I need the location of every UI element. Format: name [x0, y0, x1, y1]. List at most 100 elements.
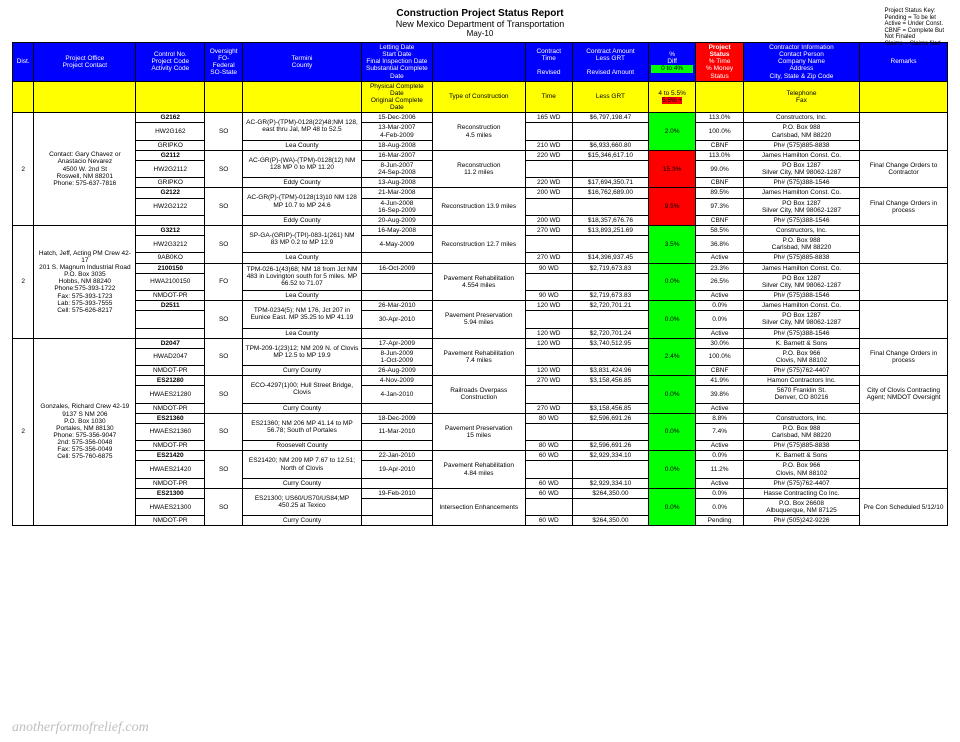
- status: Active: [696, 478, 743, 488]
- contractor-addr: PO Box 1287Silver City, NM 98062-1287: [743, 311, 859, 328]
- control-no: D2047: [136, 338, 205, 348]
- revised-amount: $2,720,701.24: [572, 328, 648, 338]
- contract-time: 220 WD: [525, 150, 572, 160]
- control-no: G2162: [136, 113, 205, 123]
- county: Lea County: [243, 290, 362, 300]
- contract-amount: $3,158,456.85: [572, 376, 648, 386]
- revised-amt-blank: [572, 423, 648, 440]
- subst-complete-date: 13-Aug-2008: [361, 178, 432, 188]
- termini: ECO-4297(1)00; Hull Street Bridge, Clovi…: [243, 376, 362, 403]
- oversight: SO: [205, 113, 243, 151]
- project-row: ES21420 SO ES21420; NM 209 MP 7.67 to 12…: [13, 451, 948, 461]
- hdr-col-0: Dist.: [13, 43, 34, 82]
- remarks: [860, 263, 948, 301]
- hdr-col-6: [432, 43, 525, 82]
- revised-amt-blank: [572, 499, 648, 516]
- letting-date: 16-May-2008: [361, 225, 432, 235]
- pct-diff: 9.5%: [648, 188, 695, 226]
- pct-money: 0.0%: [696, 499, 743, 516]
- contract-time: 270 WD: [525, 376, 572, 386]
- status: CBNF: [696, 366, 743, 376]
- activity-code: GRIPKO: [136, 178, 205, 188]
- revised-amt-blank: [572, 236, 648, 253]
- project-row: 2Contact: Gary Chavez or Anastacio Nevar…: [13, 113, 948, 123]
- project-code: HWAD2047: [136, 348, 205, 365]
- revised-amt-blank: [572, 123, 648, 140]
- contractor-addr: PO Box 1287Silver City, NM 98062-1287: [743, 273, 859, 290]
- contract-amount: $264,350.00: [572, 488, 648, 498]
- project-code: HWAES21300: [136, 499, 205, 516]
- title-main: Construction Project Status Report: [12, 8, 948, 19]
- letting-date: 17-Apr-2009: [361, 338, 432, 348]
- termini: ES21360; NM 206 MP 41.14 to MP 56.78; So…: [243, 413, 362, 440]
- hdr2-col-9: 4 to 5.5%5.5% +: [648, 81, 695, 113]
- status: Active: [696, 441, 743, 451]
- control-no: ES21280: [136, 376, 205, 386]
- pct-diff: 0.0%: [648, 451, 695, 489]
- activity-code: NMDOT-PR: [136, 290, 205, 300]
- revised-time: 220 WD: [525, 178, 572, 188]
- contract-time: 120 WD: [525, 301, 572, 311]
- remarks: [860, 301, 948, 339]
- subst-complete-date: 18-Aug-2008: [361, 140, 432, 150]
- status: Active: [696, 328, 743, 338]
- revised-time: 120 WD: [525, 328, 572, 338]
- hdr-col-4: TerminiCounty: [243, 43, 362, 82]
- subst-complete-date: [361, 403, 432, 413]
- hdr2-col-7: Time: [525, 81, 572, 113]
- activity-code: NMDOT-PR: [136, 403, 205, 413]
- county: Eddy County: [243, 215, 362, 225]
- contractor-phone: Ph# (575)388-1546: [743, 328, 859, 338]
- project-row: ES21360 SO ES21360; NM 206 MP 41.14 to M…: [13, 413, 948, 423]
- contractor-addr: PO Box 1287Silver City, NM 98062-1287: [743, 198, 859, 215]
- oversight: SO: [205, 301, 243, 339]
- project-row: 2100150 FO TPM-026-1(43)68; NM 18 from J…: [13, 263, 948, 273]
- pct-money: 97.3%: [696, 198, 743, 215]
- control-no: D2511: [136, 301, 205, 311]
- start-date: [361, 273, 432, 290]
- hdr2-col-6: Type of Construction: [432, 81, 525, 113]
- contractor-phone: [743, 403, 859, 413]
- revised-amount: $2,596,691.26: [572, 441, 648, 451]
- hdr-col-1: Project OfficeProject Contact: [34, 43, 136, 82]
- start-date: [361, 499, 432, 516]
- revised-time-blank: [525, 198, 572, 215]
- revised-amount: $3,831,424.96: [572, 366, 648, 376]
- control-no: ES21360: [136, 413, 205, 423]
- letting-date: 16-Oct-2009: [361, 263, 432, 273]
- oversight: SO: [205, 413, 243, 451]
- hdr-col-2: Control No.Project CodeActivity Code: [136, 43, 205, 82]
- pct-time: 23.3%: [696, 263, 743, 273]
- construction-type: Pavement Rehabilitation4.84 miles: [432, 451, 525, 489]
- letting-date: 26-Mar-2010: [361, 301, 432, 311]
- pct-money: 26.5%: [696, 273, 743, 290]
- oversight: SO: [205, 488, 243, 526]
- revised-time-blank: [525, 311, 572, 328]
- hdr-col-7: ContractTimeRevised: [525, 43, 572, 82]
- oversight: SO: [205, 376, 243, 414]
- contractor-phone: Ph# (575)388-1546: [743, 178, 859, 188]
- dist-cell: 2: [13, 338, 34, 526]
- revised-amount: $2,719,673.83: [572, 290, 648, 300]
- contact-cell: Hatch, Jeff, Acting PM Crew 42-17201 S. …: [34, 225, 136, 338]
- revised-amt-blank: [572, 273, 648, 290]
- project-row: G2122 SO AC-GR(P)-(TPM)-0128(13)10 NM 12…: [13, 188, 948, 198]
- pct-money: 99.0%: [696, 160, 743, 177]
- pct-money: 100.0%: [696, 348, 743, 365]
- contractor-name: James Hamilton Const. Co.: [743, 188, 859, 198]
- title-date: May-10: [12, 29, 948, 38]
- pct-money: 7.4%: [696, 423, 743, 440]
- remarks: [860, 413, 948, 451]
- construction-type: Pavement Preservation15 miles: [432, 413, 525, 451]
- contract-time: 120 WD: [525, 338, 572, 348]
- termini: AC-GR(P)-(TPM)-0128(22)48;NM 128, east t…: [243, 113, 362, 140]
- start-date: 4-Jun-200816-Sep-2009: [361, 198, 432, 215]
- letting-date: 21-Mar-2008: [361, 188, 432, 198]
- termini: TPM-209-1(23)12; NM 209 N. of Clovis MP …: [243, 338, 362, 365]
- revised-time: 90 WD: [525, 290, 572, 300]
- pct-diff: 0.0%: [648, 263, 695, 301]
- county: Curry County: [243, 516, 362, 526]
- contractor-phone: Ph# (575)388-1546: [743, 290, 859, 300]
- revised-amount: $2,929,334.10: [572, 478, 648, 488]
- dist-cell: 2: [13, 225, 34, 338]
